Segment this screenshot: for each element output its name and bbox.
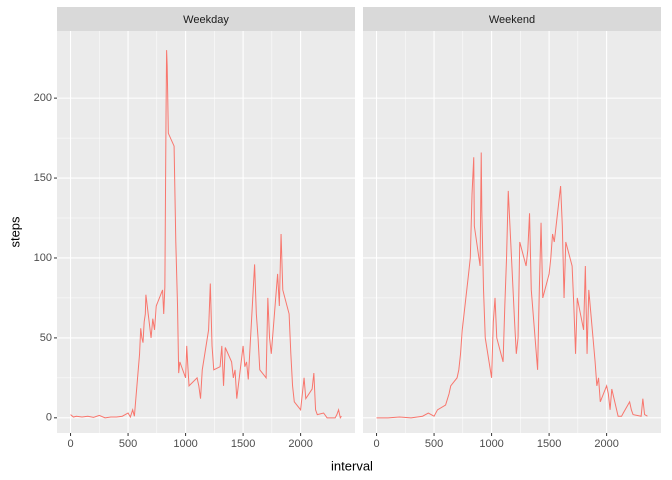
x-tick-label: 1500 [537,438,561,450]
x-tick-label: 1000 [173,438,197,450]
y-tick-label: 100 [34,252,52,264]
x-tick-label: 2000 [594,438,618,450]
y-tick-label: 0 [46,412,52,424]
strip-label: Weekend [489,14,535,26]
strip [57,7,355,31]
x-tick-label: 500 [119,438,137,450]
data-line [376,152,648,419]
panel-background [363,31,661,433]
x-tick-label: 1000 [479,438,503,450]
data-line [70,50,342,420]
x-tick-label: 0 [67,438,73,450]
x-tick-label: 0 [373,438,379,450]
x-axis-title: interval [331,458,373,473]
y-axis-title: steps [7,216,22,248]
x-tick-label: 2000 [288,438,312,450]
y-tick-label: 200 [34,92,52,104]
y-tick-label: 150 [34,172,52,184]
strip [363,7,661,31]
strip-label: Weekday [183,14,229,26]
y-tick-label: 50 [40,332,52,344]
panel-background [57,31,355,433]
x-tick-label: 500 [425,438,443,450]
x-tick-label: 1500 [231,438,255,450]
